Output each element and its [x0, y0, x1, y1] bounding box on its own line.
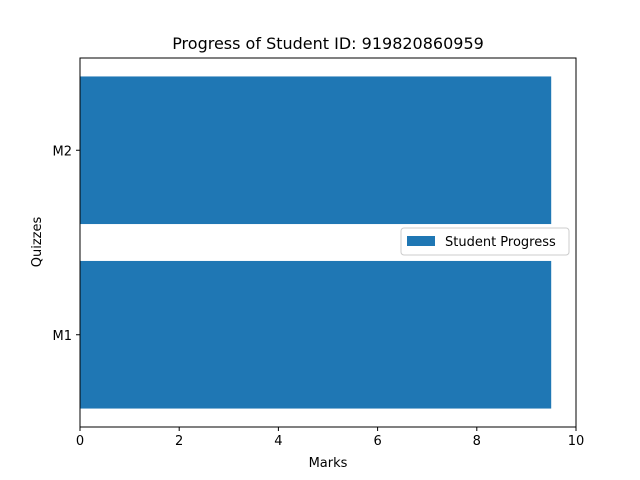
x-tick-label: 6	[373, 434, 381, 449]
plot-frame	[79, 57, 577, 428]
x-ticks: 0 2 4 6 8 10	[76, 427, 584, 449]
x-tick-label: 4	[274, 434, 282, 449]
y-tick-label: M1	[53, 329, 73, 344]
x-axis-label: Marks	[309, 456, 348, 471]
x-tick-label: 0	[76, 434, 84, 449]
legend-frame	[400, 227, 570, 256]
legend-label: Student Progress	[445, 235, 556, 250]
x-tick-label: 8	[473, 434, 481, 449]
y-axis-label: Quizzes	[30, 217, 45, 268]
bar-M1	[80, 260, 552, 409]
bar-M2	[80, 76, 552, 225]
x-tick-label: 10	[568, 434, 585, 449]
legend-swatch	[407, 236, 435, 246]
y-ticks: M1 M2	[53, 144, 80, 344]
x-tick-label: 2	[175, 434, 183, 449]
chart-title: Progress of Student ID: 919820860959	[172, 34, 484, 53]
y-tick-label: M2	[53, 144, 73, 159]
legend: Student Progress	[400, 227, 570, 256]
bars-group	[80, 76, 552, 409]
